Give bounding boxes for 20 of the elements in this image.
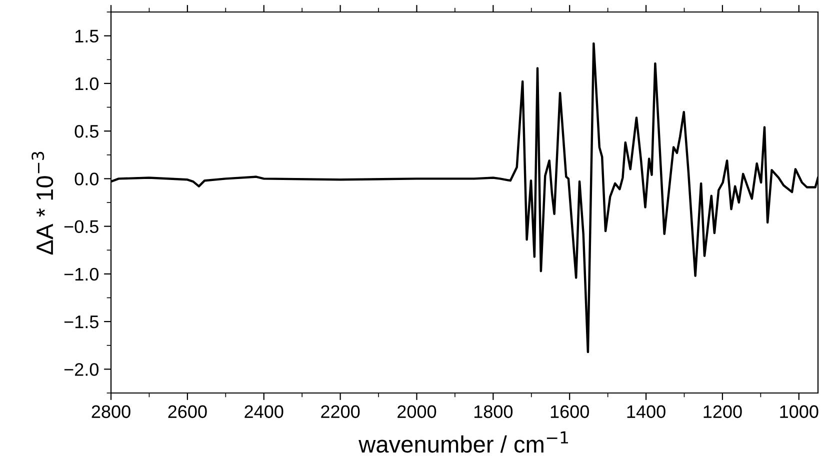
x-tick-label: 1000 (780, 405, 818, 418)
x-tick-label: 2400 (244, 405, 284, 418)
y-tick-label: −0.5 (64, 220, 98, 234)
x-tick-label: 1600 (550, 405, 589, 418)
x-tick-label: 2000 (398, 405, 436, 418)
y-tick-label: 0.0 (74, 172, 98, 186)
x-axis-title: wavenumber / cm$^{−1}$ (358, 431, 568, 453)
y-tick-label: −1.5 (64, 316, 98, 328)
x-tick-label: 1800 (474, 405, 513, 418)
x-tick-label: 1400 (627, 405, 666, 418)
y-tick-label: 1.5 (75, 30, 98, 43)
x-tick-label: 2600 (168, 405, 207, 418)
y-tick-label: −2.0 (64, 363, 98, 376)
x-tick-label: 2200 (321, 405, 360, 418)
y-tick-label: 1.0 (75, 77, 98, 90)
x-tick-label: 1200 (704, 405, 742, 418)
x-tick-label: 2800 (92, 405, 130, 418)
y-tick-label: 0.5 (74, 124, 98, 138)
y-tick-label: −1.0 (64, 268, 98, 281)
y-axis-title: ΔA * 10$^{−3}$ (32, 152, 54, 255)
